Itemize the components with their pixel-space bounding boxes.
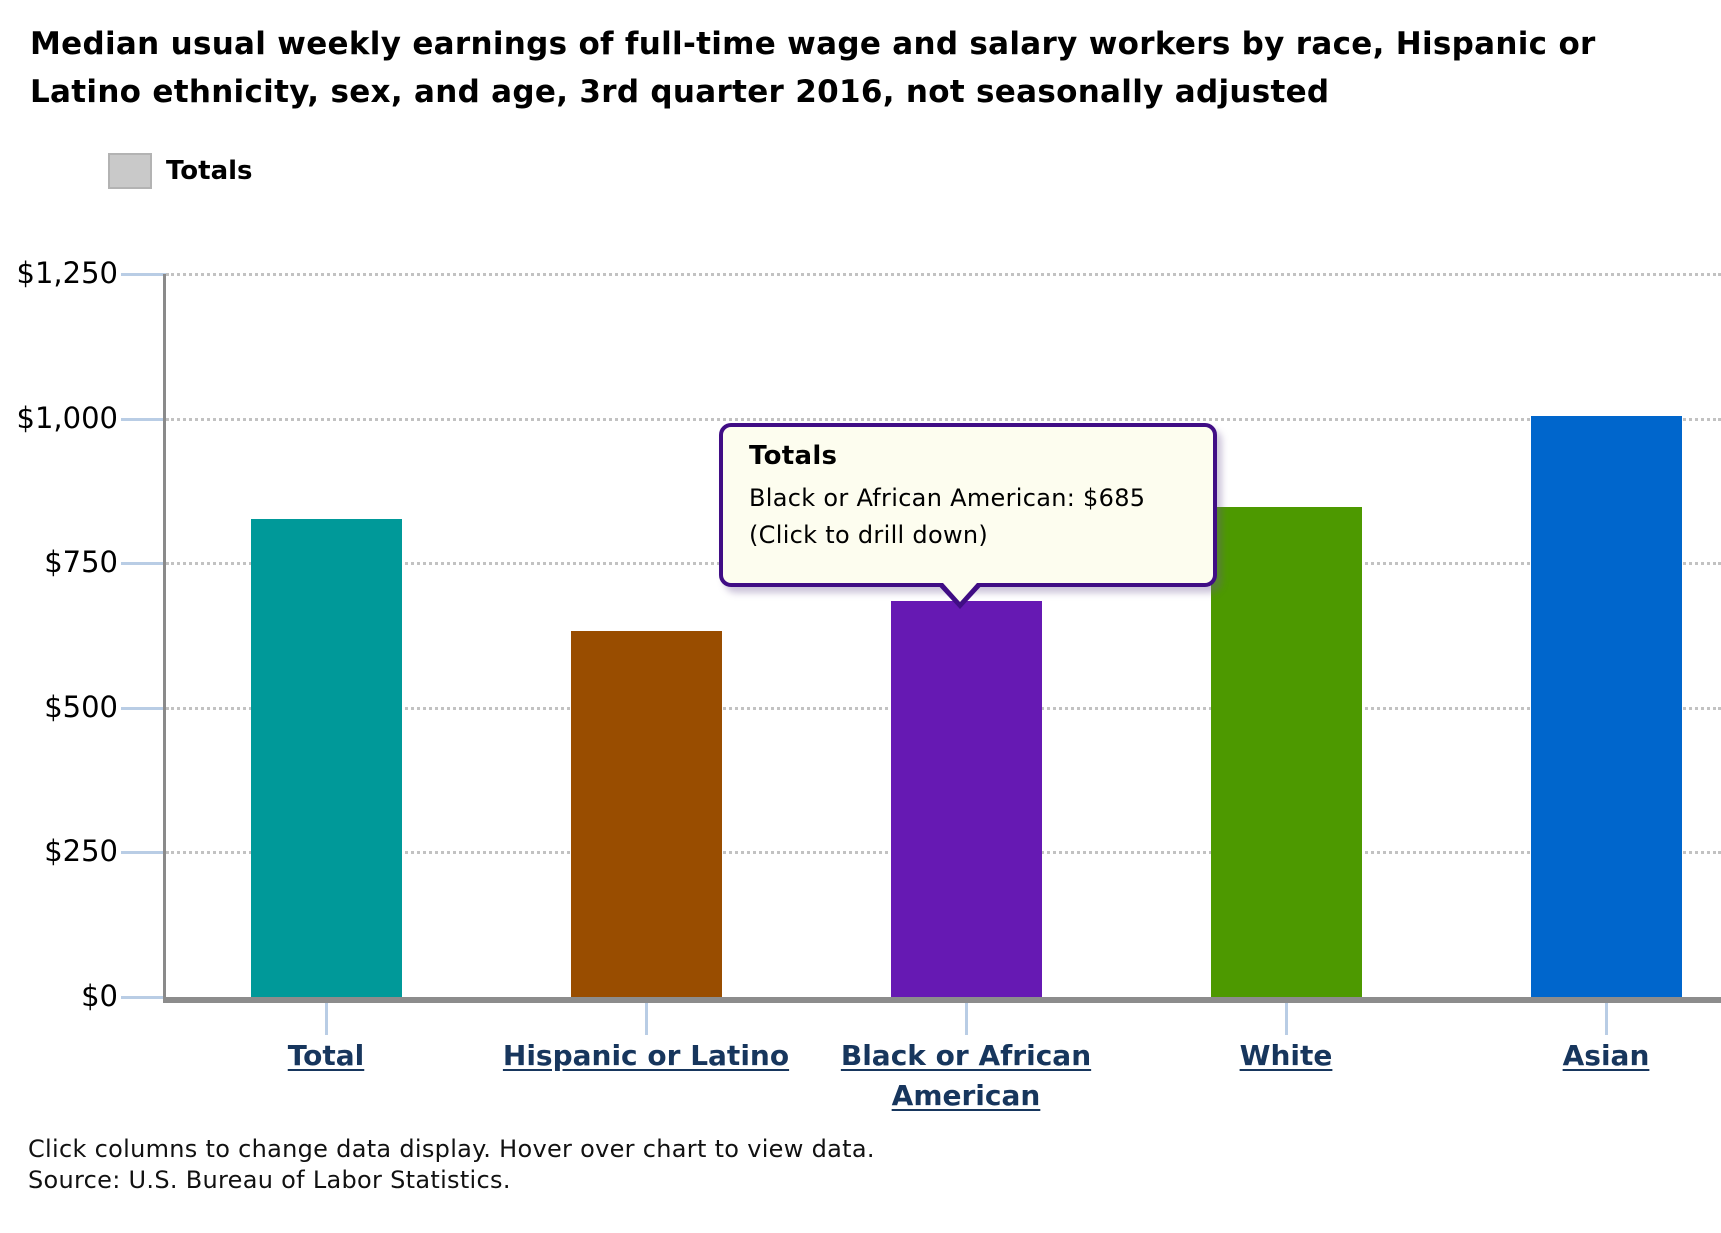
- bar-black-or-african-american[interactable]: [890, 600, 1042, 997]
- y-axis-tick-1250: [121, 273, 166, 276]
- bar-white[interactable]: [1210, 507, 1362, 997]
- category-link-total[interactable]: Total: [287, 1039, 365, 1072]
- y-axis-tick-1000: [121, 417, 166, 421]
- x-axis-line: [163, 997, 1721, 1003]
- y-axis-tick-750: [121, 562, 166, 566]
- tooltip-pointer-fill-icon: [943, 583, 977, 602]
- category-link-white[interactable]: White: [1239, 1039, 1333, 1072]
- legend-swatch-totals: [108, 153, 152, 189]
- footnote-source: Source: U.S. Bureau of Labor Statistics.: [28, 1166, 511, 1194]
- x-axis-tick-hispanic-or-latino: [645, 1003, 648, 1035]
- x-axis-tick-black-or-african-american: [965, 1003, 968, 1035]
- y-axis-tick-250: [121, 851, 166, 855]
- x-axis-tick-white: [1285, 1003, 1288, 1035]
- chart-title: Median usual weekly earnings of full-tim…: [30, 26, 1596, 110]
- category-link-hispanic-or-latino[interactable]: Hispanic or Latino: [502, 1039, 790, 1072]
- y-axis-label-500: $500: [44, 689, 118, 724]
- x-axis-tick-asian: [1605, 1003, 1608, 1035]
- y-axis-tick-0: [121, 996, 166, 999]
- category-link-asian[interactable]: Asian: [1562, 1039, 1650, 1072]
- tooltip-hint-line: (Click to drill down): [749, 521, 989, 549]
- y-axis-label-1000: $1,000: [16, 400, 118, 435]
- gridline-1250: [166, 273, 1721, 276]
- category-link-black-or-african-american[interactable]: Black or African American: [840, 1039, 1092, 1112]
- bar-asian[interactable]: [1530, 415, 1682, 997]
- y-axis-label-0: $0: [81, 979, 118, 1013]
- bar-total[interactable]: [250, 518, 402, 997]
- y-axis-tick-500: [121, 706, 166, 710]
- y-axis-label-250: $250: [44, 834, 118, 869]
- footnote-instructions: Click columns to change data display. Ho…: [28, 1135, 875, 1163]
- x-axis-tick-total: [325, 1003, 328, 1035]
- chart-footnote: Click columns to change data display. Ho…: [28, 1134, 875, 1196]
- legend-label: Totals: [166, 156, 253, 186]
- tooltip-value-line: Black or African American: $685: [749, 484, 1146, 512]
- y-axis-label-1250: $1,250: [16, 256, 118, 290]
- y-axis-line: [163, 274, 166, 1000]
- legend: Totals: [108, 150, 253, 192]
- y-axis-label-750: $750: [44, 545, 118, 580]
- tooltip-series-title: Totals: [749, 441, 838, 471]
- bar-hispanic-or-latino[interactable]: [570, 631, 722, 997]
- hover-tooltip: Totals Black or African American: $685 (…: [719, 423, 1217, 587]
- gridline-1000: [166, 417, 1721, 421]
